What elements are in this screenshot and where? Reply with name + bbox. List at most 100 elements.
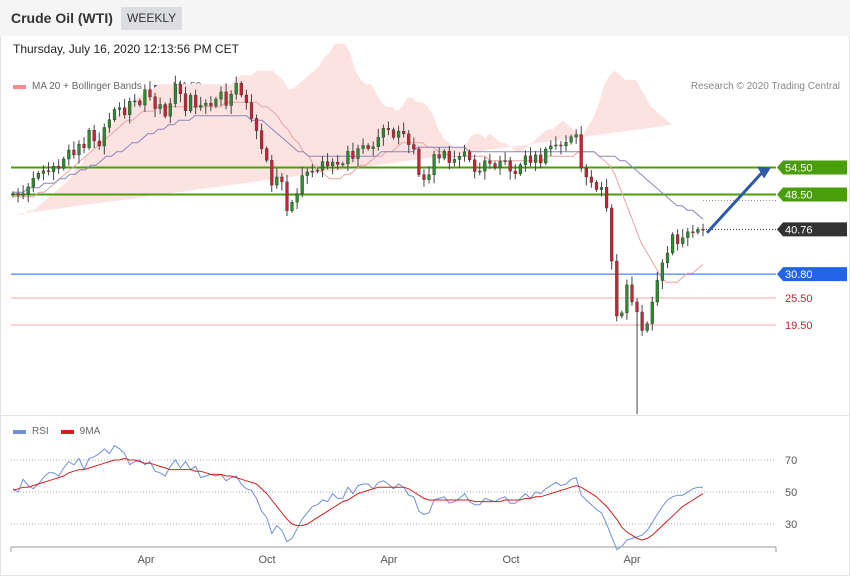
bollinger-band: [13, 43, 672, 215]
candle-body: [229, 93, 233, 106]
candle-body: [574, 134, 578, 138]
candle-body: [356, 148, 360, 159]
candle-body: [473, 159, 477, 172]
candle-body: [351, 151, 355, 159]
candle-body: [386, 128, 390, 130]
candle-body: [549, 145, 553, 150]
candle-body: [128, 101, 132, 116]
candle-body: [676, 234, 680, 244]
candle-body: [158, 104, 162, 109]
time-axis-layer: Apr Oct Apr Oct Apr: [10, 546, 777, 566]
candle-body: [67, 149, 71, 160]
candle-body: [11, 193, 15, 196]
period-badge[interactable]: WEEKLY: [121, 7, 183, 30]
candle-body: [31, 178, 35, 188]
rsi-ma-legend-label: 9MA: [79, 426, 101, 437]
resistance-tag-label: 48.50: [785, 190, 813, 202]
candle-body: [427, 174, 431, 180]
last-price-tag-bg: [777, 222, 847, 237]
candle-body: [671, 234, 675, 254]
rsi-layer: 70 50 30: [11, 444, 797, 551]
candle-body: [72, 149, 76, 156]
candle-body: [285, 181, 289, 211]
candle-body: [260, 130, 264, 149]
candle-body: [21, 193, 25, 196]
candle-body: [153, 96, 157, 109]
header-bar: Crude Oil (WTI) WEEKLY: [0, 0, 850, 36]
candle-body: [336, 161, 340, 165]
pivot-tag-bg: [777, 267, 847, 282]
candle-body: [234, 83, 238, 95]
candle-body: [681, 237, 685, 244]
rsi-tick-label: 50: [785, 487, 797, 499]
candle-body: [163, 104, 167, 117]
candle-body: [143, 89, 147, 106]
resistance-tag-bg: [777, 160, 847, 175]
candle-body: [265, 148, 269, 161]
candle-body: [97, 140, 101, 147]
candle-body: [117, 107, 122, 110]
candle-body: [432, 154, 436, 175]
candle-body: [508, 160, 512, 172]
candle-body: [457, 156, 462, 160]
candle-body: [660, 262, 664, 281]
candle-body: [254, 118, 259, 131]
candle-body: [599, 187, 604, 190]
candle-body: [554, 144, 558, 147]
candle-body: [239, 83, 243, 96]
candle-body: [630, 284, 634, 303]
rsi-ma-swatch: [60, 429, 74, 434]
candle-body: [305, 171, 309, 176]
candle-body: [391, 129, 396, 138]
candle-body: [544, 148, 548, 164]
bollinger-legend-label: MA 20 + Bollinger Bands: [32, 81, 142, 92]
candle-body: [112, 109, 117, 121]
candle-body: [224, 91, 228, 106]
support-tag-label: 19.50: [785, 320, 813, 332]
candle-body: [523, 155, 527, 166]
candle-body: [539, 154, 543, 164]
candle-body: [16, 193, 20, 196]
instrument-title: Crude Oil (WTI): [11, 10, 113, 26]
rsi-legend: RSI 9MA: [13, 426, 112, 437]
candle-body: [168, 103, 172, 117]
candle-body: [371, 146, 375, 149]
rsi-ma-line: [12, 457, 704, 541]
resistance-tag-bg: [777, 187, 847, 202]
candle-body: [381, 128, 385, 138]
candle-body: [214, 98, 218, 107]
candle-body: [513, 170, 517, 175]
time-axis-label: Oct: [502, 554, 519, 566]
candle-body: [615, 260, 619, 317]
candle-body: [559, 144, 563, 147]
candle-body: [483, 160, 487, 172]
candle-body: [87, 129, 91, 148]
candle-body: [133, 100, 137, 103]
candle-body: [625, 284, 629, 313]
candle-body: [594, 182, 599, 190]
candle-body: [376, 137, 380, 147]
candle-body: [46, 170, 51, 172]
rsi-line: [12, 444, 703, 551]
candle-body: [447, 151, 451, 163]
candles-layer: [11, 75, 771, 414]
time-axis-label: Apr: [380, 554, 397, 566]
candle-body: [488, 160, 492, 164]
candle-body: [82, 143, 86, 148]
candle-body: [528, 155, 533, 163]
time-axis-label: Oct: [258, 554, 275, 566]
candle-body: [183, 93, 188, 111]
candle-body: [691, 231, 695, 234]
last-price-tag-label: 40.76: [785, 224, 813, 236]
candle-body: [280, 176, 284, 183]
candle-body: [686, 231, 690, 238]
rsi-tick-label: 30: [785, 519, 797, 531]
candle-body: [138, 100, 142, 106]
candle-body: [173, 84, 177, 104]
candle-body: [199, 105, 203, 108]
research-credit: Research © 2020 Trading Central: [690, 81, 840, 92]
candle-body: [341, 163, 345, 166]
candle-body: [148, 89, 152, 98]
candle-body: [62, 158, 66, 169]
